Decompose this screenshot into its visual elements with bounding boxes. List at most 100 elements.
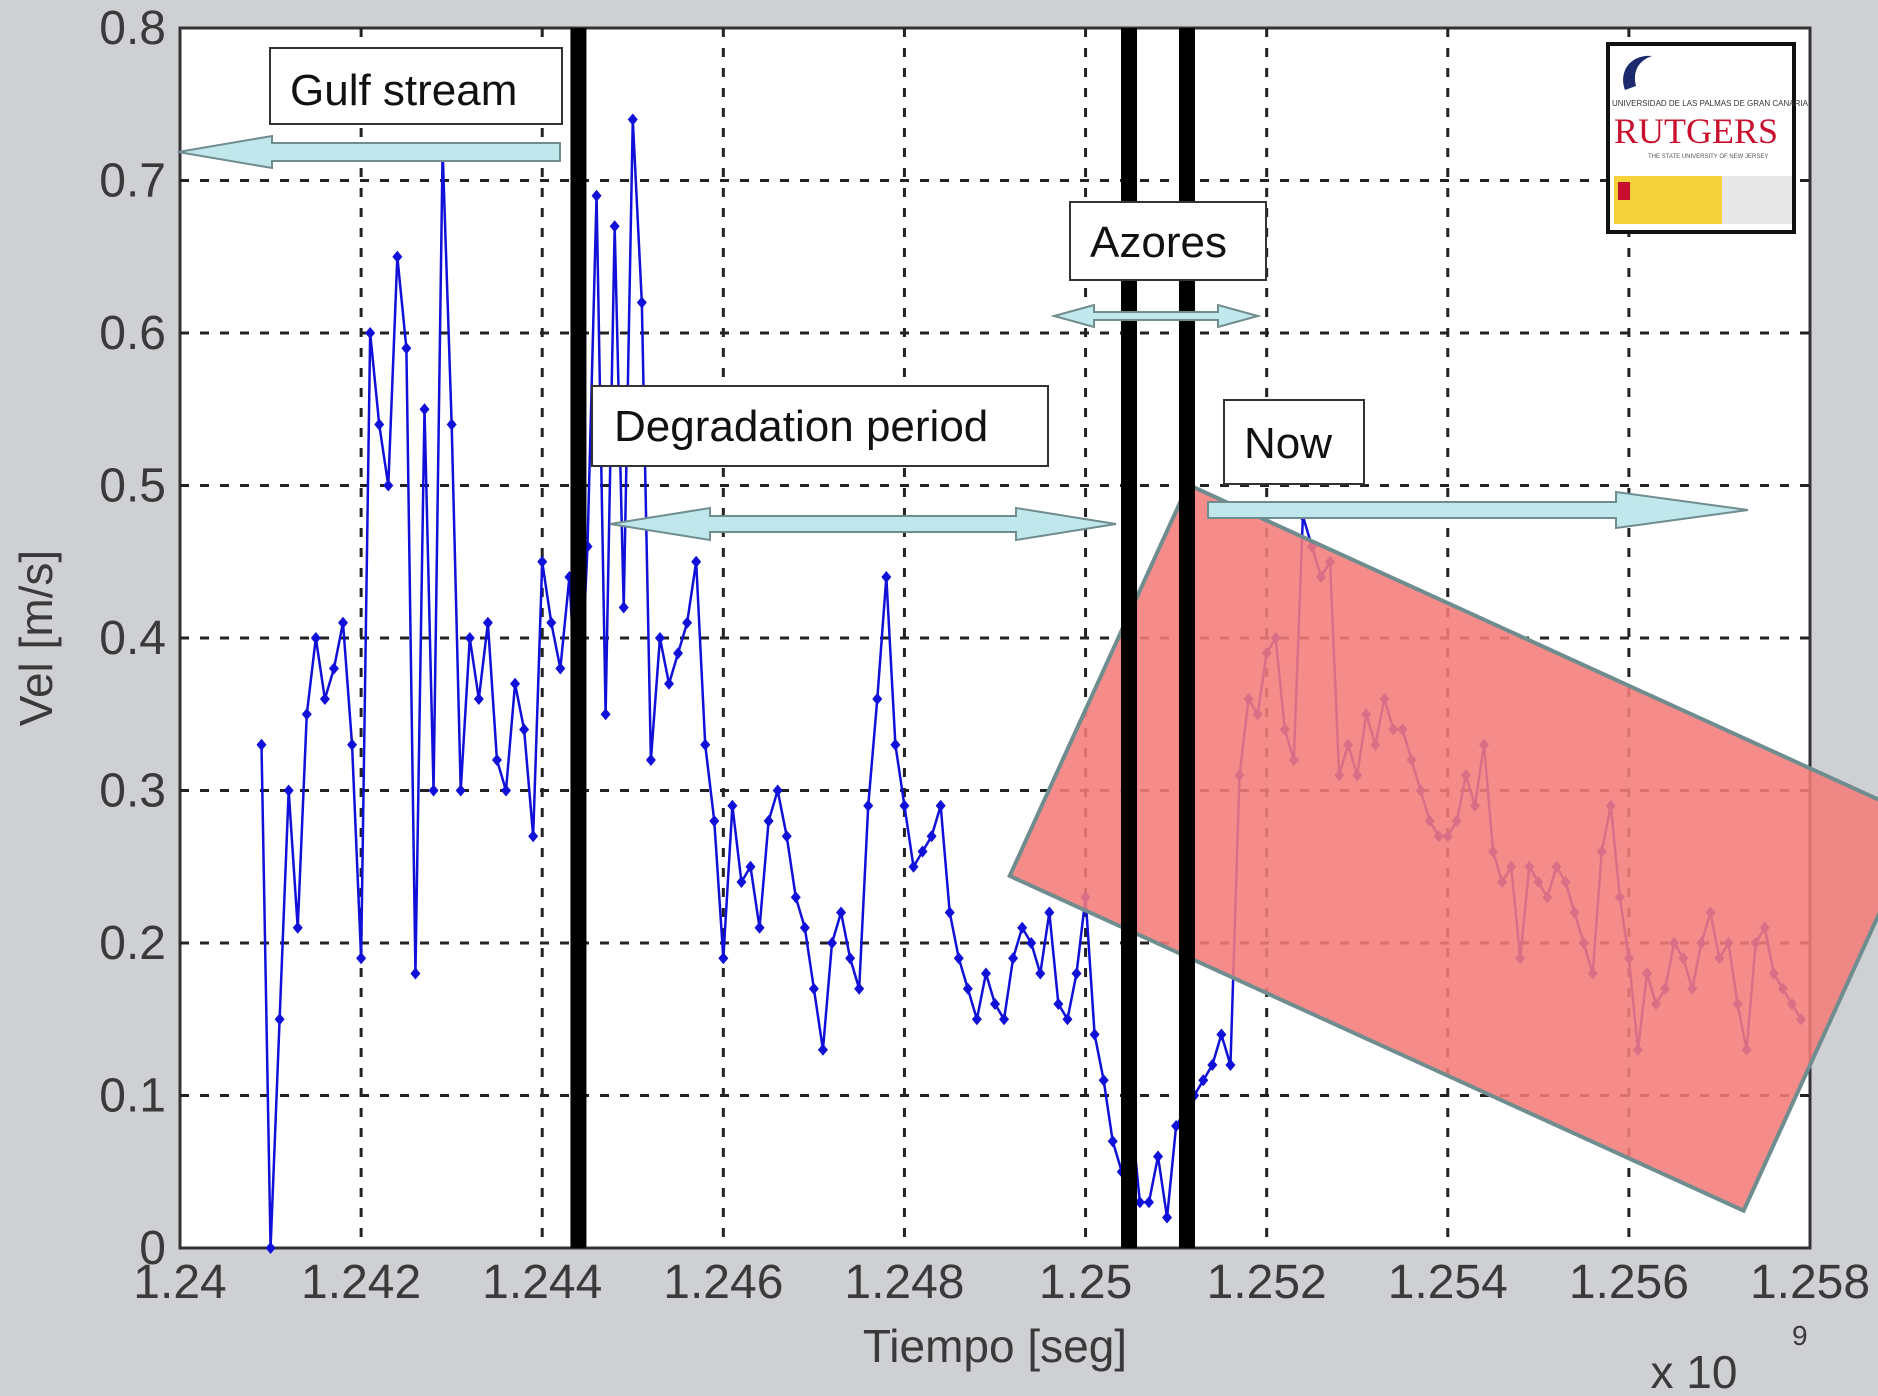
- data-point: [817, 1043, 828, 1056]
- y-tick-label: 0.3: [99, 765, 166, 818]
- data-point: [1198, 1074, 1209, 1087]
- data-point: [419, 403, 430, 416]
- data-point: [1162, 1211, 1173, 1224]
- data-point: [872, 693, 883, 705]
- data-point: [328, 662, 339, 675]
- data-point: [881, 571, 892, 583]
- x-tick-label: 1.25: [1039, 1256, 1132, 1309]
- data-point: [510, 677, 521, 690]
- svg-text:THE STATE UNIVERSITY OF NEW JE: THE STATE UNIVERSITY OF NEW JERSEY: [1648, 154, 1768, 160]
- x-tick-label: 1.244: [482, 1256, 602, 1309]
- data-point: [301, 708, 312, 721]
- data-point: [1107, 1135, 1118, 1148]
- data-point: [265, 1242, 276, 1254]
- data-point: [754, 921, 765, 934]
- data-point: [745, 860, 756, 873]
- y-tick-label: 0.1: [99, 1070, 166, 1123]
- arrow-now: [1207, 490, 1749, 530]
- highlight-region: [1007, 482, 1878, 1214]
- data-point: [1134, 1196, 1145, 1209]
- data-point: [374, 418, 385, 431]
- data-point: [1098, 1074, 1109, 1087]
- data-point: [827, 937, 837, 949]
- data-point: [464, 632, 475, 644]
- annotation-degradation: Degradation period: [591, 385, 1049, 467]
- x-tick-label: 1.252: [1207, 1256, 1327, 1309]
- data-point: [310, 632, 321, 644]
- data-point: [890, 738, 901, 751]
- data-point: [528, 830, 539, 843]
- data-point: [636, 296, 647, 309]
- data-point: [338, 616, 348, 629]
- data-point: [519, 723, 530, 736]
- svg-text:UNIVERSIDAD DE LAS PALMAS DE G: UNIVERSIDAD DE LAS PALMAS DE GRAN CANARI…: [1612, 99, 1809, 108]
- data-point: [935, 799, 946, 812]
- data-point: [501, 784, 511, 797]
- data-point: [1171, 1120, 1182, 1132]
- data-point: [1035, 967, 1046, 980]
- data-point: [1017, 921, 1028, 934]
- data-point: [482, 616, 493, 629]
- data-point: [1044, 906, 1055, 919]
- data-point: [609, 220, 620, 233]
- data-point: [1008, 952, 1019, 965]
- annotation-azores-label: Azores: [1090, 218, 1227, 267]
- data-point: [863, 799, 874, 812]
- data-point: [392, 250, 403, 263]
- data-point: [980, 967, 991, 980]
- data-point: [383, 479, 394, 492]
- data-point: [654, 632, 665, 644]
- x-tick-label: 1.254: [1388, 1256, 1508, 1309]
- y-tick-label: 0.4: [99, 612, 166, 665]
- data-point: [854, 982, 865, 995]
- data-point: [917, 845, 928, 858]
- y-axis-label: Vel [m/s]: [10, 550, 62, 726]
- arrow-azores: [1050, 303, 1262, 329]
- data-point: [908, 860, 919, 873]
- data-point: [292, 921, 303, 934]
- data-point: [790, 891, 801, 904]
- data-point: [709, 815, 720, 827]
- data-point: [555, 662, 566, 675]
- arrow-gulf-stream: [177, 134, 561, 170]
- data-point: [664, 677, 674, 690]
- data-point: [1071, 967, 1082, 980]
- data-point: [781, 830, 792, 843]
- data-point: [1225, 1059, 1236, 1071]
- data-point: [473, 693, 484, 705]
- data-point: [591, 189, 602, 202]
- data-point: [618, 601, 629, 614]
- data-point: [836, 906, 847, 919]
- data-point: [736, 876, 747, 888]
- data-point: [283, 784, 294, 797]
- svg-text:RUTGERS: RUTGERS: [1614, 111, 1778, 151]
- data-point: [537, 555, 548, 568]
- data-point: [401, 342, 412, 355]
- annotation-degradation-label: Degradation period: [614, 402, 988, 451]
- data-point: [718, 952, 729, 965]
- data-point: [691, 555, 702, 568]
- data-point: [845, 952, 856, 965]
- tick-labels: 1.24 1.242 1.244 1.246 1.248 1.25 1.252 1.254 1.…: [99, 2, 1870, 1309]
- data-point: [999, 1013, 1010, 1026]
- data-point: [944, 906, 955, 919]
- data-point: [953, 952, 964, 965]
- data-point: [428, 784, 439, 797]
- x-tick-label: 1.256: [1569, 1256, 1689, 1309]
- data-point: [446, 418, 457, 431]
- y-tick-label: 0.8: [99, 2, 166, 55]
- data-point: [319, 693, 330, 705]
- y-tick-label: 0.6: [99, 307, 166, 360]
- data-point: [700, 738, 711, 751]
- y-tick-label: 0: [139, 1222, 166, 1275]
- data-point: [1207, 1059, 1218, 1071]
- data-point: [627, 113, 638, 126]
- x-multiplier: x 10: [1651, 1346, 1738, 1396]
- x-tick-label: 1.248: [844, 1256, 964, 1309]
- data-point: [1089, 1028, 1100, 1041]
- data-point: [899, 799, 910, 812]
- x-axis-label: Tiempo [seg]: [863, 1320, 1127, 1372]
- data-point: [808, 982, 819, 995]
- data-point: [1216, 1028, 1227, 1041]
